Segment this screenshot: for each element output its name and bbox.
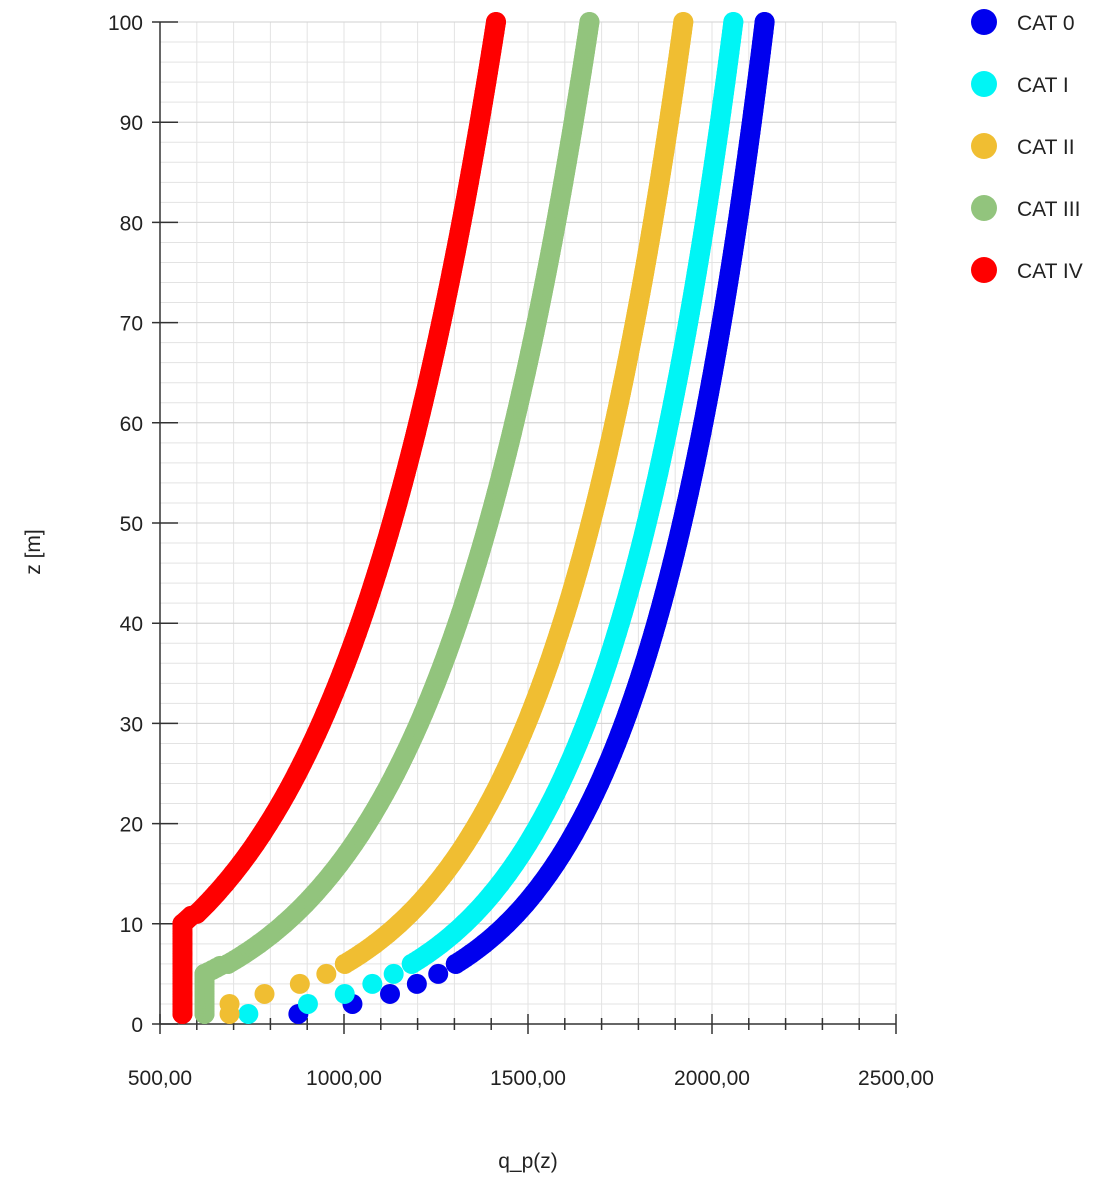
- tick-labels: 0 10 20 30 40 50 60 70 80 90 100 500,00 1000,00 1500,…: [108, 12, 934, 1090]
- data-point: [334, 983, 355, 1004]
- data-point: [297, 993, 318, 1014]
- data-point: [238, 1003, 259, 1024]
- legend-label: CAT IV: [1017, 260, 1083, 283]
- series-cat-ii: [219, 12, 694, 1024]
- data-point: [673, 12, 694, 32]
- legend-marker: [971, 257, 997, 283]
- data-point: [383, 963, 404, 984]
- x-tick-label: 1000,00: [306, 1067, 382, 1090]
- y-tick-label: 50: [120, 513, 143, 536]
- series-cat-iv: [172, 12, 506, 1024]
- y-axis-title: z [m]: [22, 529, 45, 575]
- data-point: [754, 12, 775, 32]
- data-series: [172, 12, 775, 1024]
- grid: [159, 21, 897, 1025]
- x-tick-label: 1500,00: [490, 1067, 566, 1090]
- y-tick-label: 60: [120, 413, 143, 436]
- x-tick-label: 2000,00: [674, 1067, 750, 1090]
- legend-marker: [971, 195, 997, 221]
- legend-label: CAT 0: [1017, 12, 1075, 35]
- data-point: [380, 983, 400, 1004]
- legend: CAT 0 CAT I CAT II CAT III CAT IV: [971, 9, 1083, 283]
- data-point: [194, 963, 215, 984]
- legend-label: CAT III: [1017, 198, 1080, 221]
- legend-marker: [971, 133, 997, 159]
- y-tick-label: 70: [120, 313, 143, 336]
- series-cat-0: [288, 12, 775, 1024]
- y-tick-label: 40: [120, 613, 143, 636]
- data-point: [254, 983, 275, 1004]
- y-tick-label: 0: [131, 1014, 143, 1037]
- data-point: [219, 993, 240, 1014]
- x-tick-label: 500,00: [128, 1067, 192, 1090]
- axes: [152, 21, 897, 1034]
- legend-label: CAT II: [1017, 136, 1075, 159]
- y-tick-label: 100: [108, 12, 143, 35]
- legend-label: CAT I: [1017, 74, 1069, 97]
- data-point: [316, 963, 337, 984]
- y-tick-label: 90: [120, 112, 143, 135]
- series-cat-iii: [194, 12, 600, 1024]
- data-point: [362, 973, 383, 994]
- y-tick-label: 80: [120, 212, 143, 235]
- x-axis-title: q_p(z): [498, 1150, 558, 1173]
- y-tick-label: 30: [120, 713, 143, 736]
- data-point: [428, 963, 449, 984]
- y-tick-label: 10: [120, 914, 143, 937]
- y-tick-label: 20: [120, 814, 143, 837]
- data-point: [579, 12, 600, 32]
- data-point: [723, 12, 744, 32]
- x-tick-label: 2500,00: [858, 1067, 934, 1090]
- data-point: [406, 973, 427, 994]
- data-point: [485, 12, 506, 32]
- legend-marker: [971, 9, 997, 35]
- data-point: [289, 973, 310, 994]
- legend-marker: [971, 71, 997, 97]
- series-cat-i: [238, 12, 744, 1024]
- data-point: [172, 913, 193, 934]
